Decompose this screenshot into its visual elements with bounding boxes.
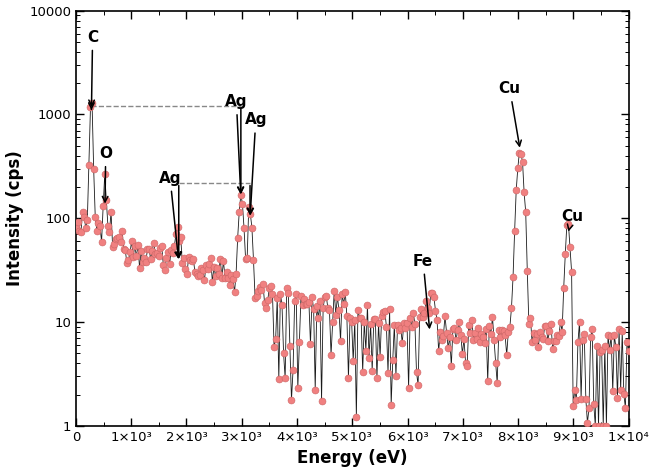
Text: Cu: Cu [561, 209, 583, 230]
X-axis label: Energy (eV): Energy (eV) [297, 449, 407, 467]
Text: Ag: Ag [244, 113, 267, 214]
Text: O: O [99, 146, 112, 202]
Text: Ag: Ag [225, 94, 248, 193]
Text: C: C [87, 30, 98, 105]
Text: Ag: Ag [159, 171, 181, 257]
Text: Cu: Cu [498, 81, 521, 146]
Y-axis label: Intensity (cps): Intensity (cps) [5, 150, 24, 286]
Text: Fe: Fe [413, 254, 433, 328]
